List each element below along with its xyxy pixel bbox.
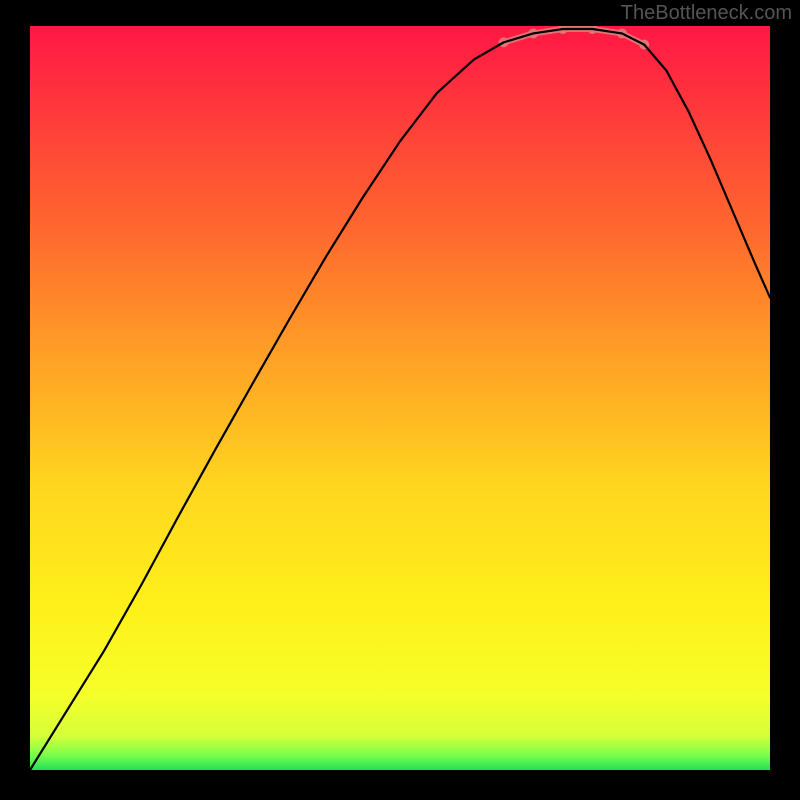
watermark-text: TheBottleneck.com: [621, 2, 792, 25]
chart-curve-layer: [30, 26, 770, 770]
bottleneck-curve: [30, 29, 770, 770]
bottleneck-chart: [30, 26, 770, 770]
